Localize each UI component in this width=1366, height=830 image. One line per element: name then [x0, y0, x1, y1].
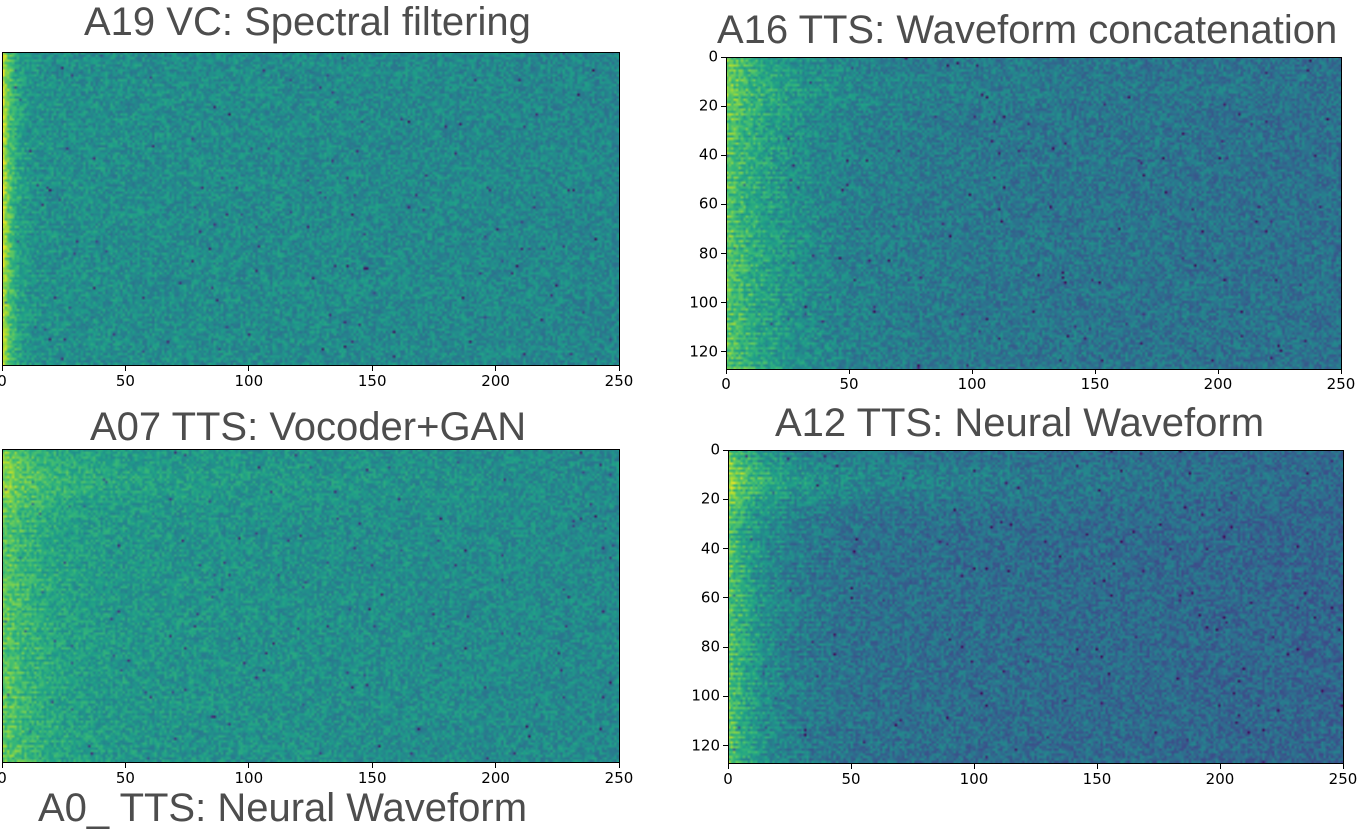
x-tick-label: 50 — [839, 375, 859, 393]
x-tick-label: 100 — [959, 770, 989, 788]
x-tick-label: 200 — [1205, 770, 1235, 788]
y-tick-label: 60 — [698, 194, 718, 213]
x-tick-label: 50 — [115, 372, 135, 390]
x-tick-mark — [1, 763, 3, 768]
x-tick-mark — [727, 764, 729, 769]
x-tick-label: 100 — [234, 372, 264, 390]
x-tick-mark — [725, 369, 727, 374]
x-tick-mark — [1219, 764, 1221, 769]
y-tick-mark — [723, 695, 728, 697]
x-tick-mark — [495, 366, 497, 371]
y-tick-label: 80 — [700, 637, 720, 656]
y-tick-mark — [721, 351, 726, 353]
x-tick-label: 250 — [604, 769, 634, 787]
x-tick-label: 150 — [357, 372, 387, 390]
x-tick-mark — [1217, 369, 1219, 374]
y-tick-label: 120 — [689, 342, 718, 361]
y-tick-label: 60 — [700, 588, 720, 607]
x-tick-mark — [248, 366, 250, 371]
x-tick-label: 250 — [604, 372, 634, 390]
y-tick-label: 0 — [708, 47, 718, 66]
chart-title: A07 TTS: Vocoder+GAN — [90, 405, 527, 449]
x-tick-label: 0 — [723, 770, 733, 788]
spectrogram-heatmap — [726, 57, 1341, 369]
x-tick-label: 0 — [0, 769, 7, 787]
x-tick-mark — [973, 764, 975, 769]
x-tick-label: 100 — [957, 375, 987, 393]
y-tick-mark — [721, 253, 726, 255]
y-tick-label: 100 — [689, 293, 718, 312]
x-tick-mark — [124, 763, 126, 768]
x-tick-mark — [1094, 369, 1096, 374]
x-tick-label: 250 — [1326, 375, 1356, 393]
x-tick-mark — [371, 763, 373, 768]
spectrogram-heatmap — [2, 52, 619, 365]
x-tick-mark — [850, 764, 852, 769]
y-tick-mark — [721, 203, 726, 205]
y-tick-mark — [723, 548, 728, 550]
y-tick-mark — [723, 646, 728, 648]
x-tick-label: 200 — [481, 372, 510, 390]
x-tick-label: 0 — [721, 375, 731, 393]
y-tick-mark — [721, 56, 726, 58]
x-tick-mark — [1340, 369, 1342, 374]
x-tick-mark — [848, 369, 850, 374]
x-tick-mark — [1, 366, 3, 371]
x-tick-mark — [618, 366, 620, 371]
x-tick-mark — [495, 763, 497, 768]
x-tick-mark — [371, 366, 373, 371]
x-tick-label: 250 — [1328, 770, 1358, 788]
x-tick-mark — [971, 369, 973, 374]
x-tick-label: 0 — [0, 372, 7, 390]
y-tick-mark — [723, 498, 728, 500]
chart-title: A16 TTS: Waveform concatenation — [717, 8, 1338, 52]
x-tick-label: 200 — [1203, 375, 1233, 393]
x-tick-mark — [1096, 764, 1098, 769]
y-tick-mark — [721, 302, 726, 304]
chart-title: A12 TTS: Neural Waveform — [775, 401, 1265, 445]
y-tick-mark — [723, 745, 728, 747]
chart-title: A19 VC: Spectral filtering — [84, 0, 531, 44]
spectrogram-heatmap — [2, 449, 619, 762]
y-tick-label: 100 — [691, 686, 720, 705]
x-tick-label: 200 — [481, 769, 510, 787]
y-tick-label: 40 — [698, 145, 718, 164]
x-tick-label: 150 — [1082, 770, 1112, 788]
x-tick-label: 50 — [841, 770, 861, 788]
x-tick-mark — [618, 763, 620, 768]
x-tick-label: 150 — [1080, 375, 1110, 393]
x-tick-label: 50 — [115, 769, 135, 787]
partial-title: A0_ TTS: Neural Waveform — [38, 786, 528, 830]
y-tick-label: 120 — [691, 736, 720, 755]
x-tick-mark — [1342, 764, 1344, 769]
y-tick-label: 0 — [710, 440, 720, 459]
x-tick-label: 100 — [234, 769, 264, 787]
y-tick-mark — [721, 154, 726, 156]
x-tick-mark — [124, 366, 126, 371]
x-tick-label: 150 — [357, 769, 387, 787]
y-tick-label: 40 — [700, 539, 720, 558]
y-tick-label: 20 — [700, 489, 720, 508]
y-tick-label: 20 — [698, 96, 718, 115]
y-tick-mark — [723, 597, 728, 599]
y-tick-mark — [721, 105, 726, 107]
y-tick-label: 80 — [698, 244, 718, 263]
x-tick-mark — [248, 763, 250, 768]
y-tick-mark — [723, 449, 728, 451]
spectrogram-heatmap — [728, 450, 1343, 763]
